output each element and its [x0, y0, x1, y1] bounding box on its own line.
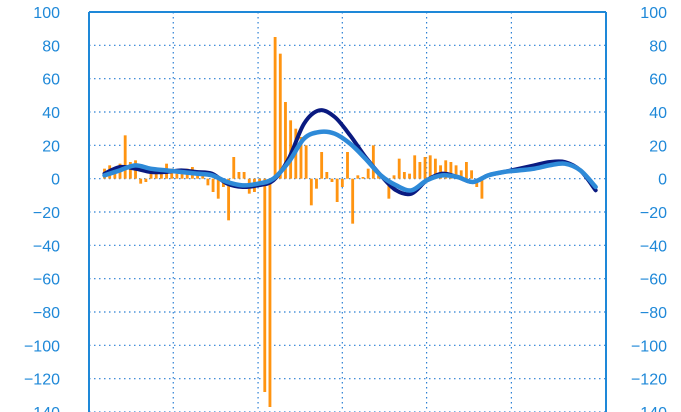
- y-tick-label-right: 80: [649, 38, 667, 55]
- y-tick-label-left: 80: [42, 38, 60, 55]
- line-series-group: [102, 108, 598, 197]
- grid-layer: [88, 11, 607, 412]
- bar: [330, 178, 334, 182]
- bar: [449, 162, 453, 179]
- y-tick-label-right: 60: [649, 72, 667, 89]
- bar: [444, 160, 448, 179]
- bar: [361, 177, 365, 179]
- bar: [216, 178, 220, 199]
- bar: [459, 170, 463, 179]
- y-tick-label-right: −20: [640, 205, 667, 222]
- bar: [139, 178, 143, 184]
- right-y-axis: 100 80 60 40 20 0 −20 −40 −60 −80 −100 −120 −140: [631, 5, 667, 412]
- plot-frame: [88, 11, 607, 412]
- bar: [227, 178, 231, 221]
- bar: [144, 178, 148, 182]
- bar: [289, 120, 293, 179]
- y-tick-label-left: −40: [33, 238, 60, 255]
- bar: [340, 178, 344, 187]
- y-tick-label-right: 0: [658, 172, 667, 189]
- bar: [128, 162, 132, 179]
- bar: [154, 170, 158, 179]
- y-tick-label-left: 60: [42, 72, 60, 89]
- bar: [387, 178, 391, 199]
- y-tick-label-left: −60: [33, 272, 60, 289]
- bar: [402, 172, 406, 179]
- bar: [366, 168, 370, 179]
- bar: [263, 178, 267, 392]
- bar: [315, 178, 318, 189]
- bar: [170, 168, 174, 179]
- bar: [320, 152, 324, 179]
- y-tick-label-left: 40: [42, 105, 60, 122]
- y-tick-label-right: −140: [631, 405, 667, 412]
- bar: [392, 175, 396, 179]
- bar: [464, 162, 468, 179]
- light-blue-line: [102, 129, 598, 193]
- bar: [149, 173, 153, 179]
- bar: [180, 170, 184, 179]
- bar: [211, 178, 215, 192]
- left-y-axis: 100 80 60 40 20 0 −20 −40 −60 −80 −100 −120 −140: [24, 5, 60, 412]
- bar: [470, 170, 474, 179]
- y-tick-label-left: −100: [24, 338, 60, 355]
- y-tick-label-left: 20: [42, 138, 60, 155]
- bar: [371, 145, 375, 179]
- bar: [418, 162, 422, 179]
- bar: [299, 137, 303, 179]
- bar: [351, 178, 355, 224]
- bar: [428, 155, 432, 179]
- y-tick-label-right: 20: [649, 138, 667, 155]
- y-tick-label-right: 40: [649, 105, 667, 122]
- bar: [196, 175, 199, 179]
- bar: [175, 173, 179, 179]
- y-tick-label-left: −140: [24, 405, 60, 412]
- bar: [377, 175, 380, 179]
- y-tick-label-left: 100: [33, 5, 60, 22]
- bar: [123, 135, 127, 179]
- bar: [284, 102, 287, 179]
- bar: [413, 155, 417, 179]
- bar: [206, 178, 210, 186]
- y-tick-label-right: −120: [631, 372, 667, 389]
- bar: [454, 165, 458, 179]
- bar: [480, 178, 484, 199]
- y-tick-label-left: −20: [33, 205, 60, 222]
- bar: [268, 178, 272, 407]
- bar: [273, 37, 277, 179]
- y-tick-label-left: 0: [51, 172, 60, 189]
- bar: [278, 53, 282, 179]
- bar: [397, 158, 401, 179]
- y-tick-label-right: −60: [640, 272, 667, 289]
- y-tick-label-right: −100: [631, 338, 667, 355]
- bar: [304, 145, 308, 179]
- bar: [309, 178, 313, 206]
- y-tick-label-left: −80: [33, 305, 60, 322]
- y-tick-label-right: 100: [640, 5, 667, 22]
- bar: [408, 173, 411, 179]
- y-tick-label-right: −80: [640, 305, 667, 322]
- bar: [433, 158, 437, 179]
- bar: [237, 172, 241, 179]
- bar: [232, 157, 236, 179]
- y-tick-label-right: −40: [640, 238, 667, 255]
- bar: [423, 157, 427, 179]
- bar: [356, 175, 360, 179]
- bar: [346, 152, 349, 179]
- bar: [159, 172, 163, 179]
- bar: [242, 172, 246, 179]
- bar: [325, 172, 329, 179]
- y-tick-label-left: −120: [24, 372, 60, 389]
- dark-blue-line: [102, 108, 598, 197]
- bar: [335, 178, 339, 202]
